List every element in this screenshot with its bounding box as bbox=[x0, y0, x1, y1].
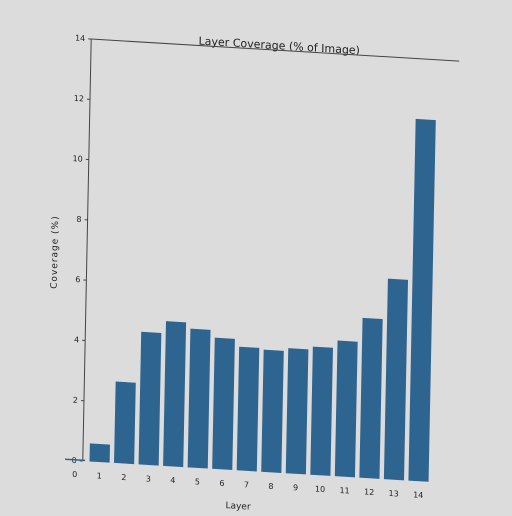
x-tick-label: 10 bbox=[315, 484, 325, 494]
bar bbox=[286, 348, 309, 474]
x-tick-label: 0 bbox=[72, 470, 77, 479]
bar bbox=[114, 382, 136, 465]
y-tick-label: 14 bbox=[75, 34, 85, 44]
x-tick-label: 8 bbox=[268, 482, 273, 491]
bar bbox=[188, 329, 211, 469]
bar bbox=[310, 347, 333, 476]
x-tick-label: 13 bbox=[389, 489, 399, 499]
x-tick-label: 14 bbox=[413, 490, 423, 500]
y-tick-label: 4 bbox=[74, 335, 79, 344]
y-tick-label: 10 bbox=[73, 154, 83, 164]
bar bbox=[335, 341, 358, 478]
bar bbox=[163, 321, 186, 467]
bar bbox=[359, 318, 382, 479]
x-tick-label: 3 bbox=[146, 474, 151, 483]
bar bbox=[384, 279, 408, 481]
plot: Layer Coverage (% of Image) Coverage (%)… bbox=[45, 26, 459, 512]
x-tick-label: 4 bbox=[170, 476, 175, 485]
bar bbox=[90, 443, 110, 462]
y-tick-label: 6 bbox=[75, 275, 80, 284]
bar bbox=[237, 347, 260, 472]
x-tick-label: 6 bbox=[219, 479, 224, 488]
y-axis bbox=[83, 39, 91, 461]
y-tick-label: 12 bbox=[74, 94, 84, 104]
x-tick-label: 7 bbox=[244, 480, 249, 489]
x-tick-label: 1 bbox=[97, 471, 102, 480]
x-axis-label: Layer bbox=[225, 501, 251, 512]
bar bbox=[408, 119, 435, 482]
bar bbox=[212, 338, 235, 470]
y-axis-label: Coverage (%) bbox=[50, 215, 61, 289]
y-tick-label: 2 bbox=[73, 396, 78, 405]
y-tick-label: 8 bbox=[76, 215, 81, 224]
x-tick-label: 2 bbox=[121, 473, 126, 482]
x-tick-label: 11 bbox=[339, 486, 349, 496]
x-tick-label: 9 bbox=[293, 483, 298, 492]
x-tick-label: 12 bbox=[364, 487, 374, 497]
x-tick-label: 5 bbox=[195, 477, 200, 486]
bar bbox=[139, 332, 162, 466]
bar bbox=[261, 350, 284, 473]
